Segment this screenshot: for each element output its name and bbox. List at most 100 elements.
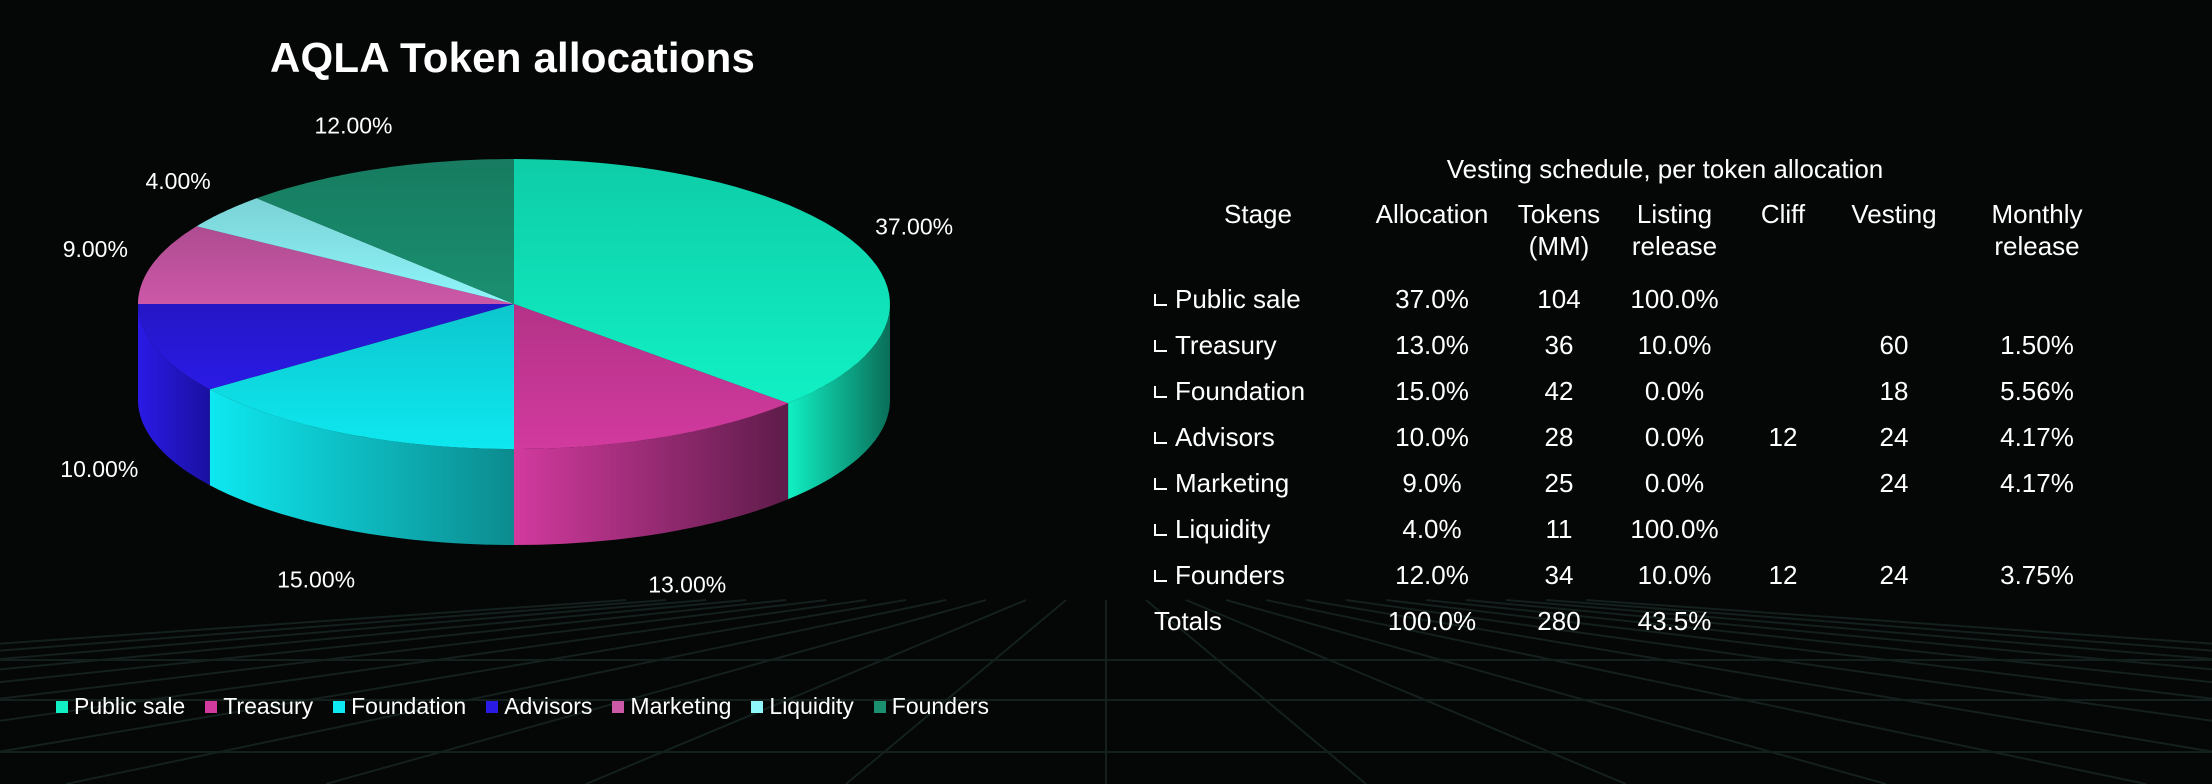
cell-vesting: 24 [1879,421,1909,452]
cell-listing: 100.0% [1630,283,1719,314]
header-cliff: Cliff [1760,199,1806,229]
cell-listing: 0.0% [1644,467,1705,498]
chart-title: AQLA Token allocations [269,34,756,81]
stage-label: Liquidity [1175,513,1271,544]
grid-line [1545,599,2212,652]
table-row: Foundation 15.0% 42 0.0% 18 5.56% [1148,368,2125,414]
legend-item: Founders [873,693,989,720]
legend-item: Advisors [486,693,592,720]
cell-tokens: 34 [1544,559,1574,590]
header-tokens-line2: (MM) [1528,231,1590,261]
cell-stage: Marketing [1148,460,1368,506]
totals-listing: 43.5% [1637,605,1712,636]
cell-vesting: 60 [1879,329,1909,360]
cell-cliff: 12 [1768,559,1798,590]
legend-label: Advisors [504,693,593,719]
cell-allocation: 12.0% [1395,559,1469,590]
header-stage: Stage [1224,199,1292,229]
cell-cliff [1727,276,1839,322]
legend-item: Liquidity [751,693,854,720]
stage-label: Public sale [1175,283,1301,314]
tree-branch-icon [1154,431,1167,444]
stage-label: Foundation [1175,375,1306,406]
pie-value-label: 15.00% [277,566,355,592]
pie-slice-public-sale [514,159,890,404]
pie-chart: 37.00% 13.00% 15.00% 10.00% 9.00% 4.00% 12.00% [60,112,953,597]
table-row: Marketing 9.0% 25 0.0% 24 4.17% [1148,460,2125,506]
cell-tokens: 36 [1544,329,1574,360]
grid-line [325,599,987,784]
grid-line [1385,599,2212,700]
legend-item: Treasury [205,693,313,720]
legend-label: Liquidity [769,693,854,719]
legend-label: Treasury [223,693,314,719]
legend-item: Marketing [612,693,731,720]
stage-label: Founders [1175,559,1285,590]
cell-tokens: 11 [1545,513,1573,544]
pie-value-label: 13.00% [648,571,726,597]
vesting-table: Stage Allocation Tokens (MM) Listing relea… [1148,198,2125,644]
legend-swatch [333,700,346,713]
cell-listing: 100.0% [1630,513,1719,544]
cell-monthly: 3.75% [2000,559,2074,590]
grid-line [585,599,1027,784]
grid-line [1505,599,2212,661]
cell-vesting: 24 [1879,559,1909,590]
grid-line [0,599,707,661]
cell-allocation: 9.0% [1402,467,1462,498]
legend-swatch [873,700,886,713]
header-allocation: Allocation [1375,199,1489,229]
pie-slice-founders [256,159,514,304]
table-row: Liquidity 4.0% 11 100.0% [1148,506,2125,552]
grid-line [1185,599,1627,784]
grid-line [1145,599,1367,784]
grid-line [1345,599,2212,722]
cell-stage: Advisors [1148,414,1368,460]
pie-sides [138,304,890,545]
cell-cliff [1727,460,1839,506]
legend-label: Foundation [351,693,467,719]
cell-vesting: 18 [1879,375,1909,406]
legend-swatch [205,700,218,713]
grid-line [1265,599,2147,784]
cell-cliff [1727,322,1839,368]
cell-monthly: 1.50% [2000,329,2074,360]
table-row: Founders 12.0% 34 10.0% 12 24 3.75% [1148,552,2125,598]
cell-stage: Foundation [1148,368,1368,414]
cell-allocation: 15.0% [1395,375,1469,406]
cell-listing: 0.0% [1644,375,1705,406]
grid-line [1425,599,2212,684]
stage-label: Advisors [1175,421,1275,452]
cell-stage: Public sale [1148,276,1368,322]
header-monthly: Monthly release [1991,199,2083,261]
grid-line [0,599,827,700]
grid-line [1225,599,1887,784]
cell-stage: Liquidity [1148,506,1368,552]
grid-line [0,599,667,652]
totals-allocation: 100.0% [1387,605,1477,636]
pie-side-public-sale [788,304,890,500]
cell-monthly [1949,276,2125,322]
header-listing: Listing release [1622,198,1727,276]
legend-swatch [56,700,68,713]
cell-monthly: 4.17% [2000,467,2074,498]
stage-label: Marketing [1175,467,1290,498]
cell-allocation: 10.0% [1395,421,1469,452]
pie-slice-treasury [514,304,789,449]
cell-monthly: 5.56% [2000,375,2074,406]
cell-allocation: 13.0% [1395,329,1469,360]
legend-label: Public sale [74,693,186,719]
pie-slice-advisors [138,304,514,390]
grid-line [1585,599,2212,645]
cell-tokens: 104 [1537,283,1581,314]
pie-labels: 37.00% 13.00% 15.00% 10.00% 9.00% 4.00% 12.00% [60,112,953,597]
totals-tokens: 280 [1537,605,1581,636]
totals-stage: Totals [1154,605,1222,636]
grid-line [845,599,1067,784]
table-title: Vesting schedule, per token allocation [1446,154,1884,184]
cell-stage: Founders [1148,552,1368,598]
header-listing-line2: release [1631,231,1718,261]
totals-cliff [1727,598,1839,644]
cell-tokens: 28 [1544,421,1574,452]
